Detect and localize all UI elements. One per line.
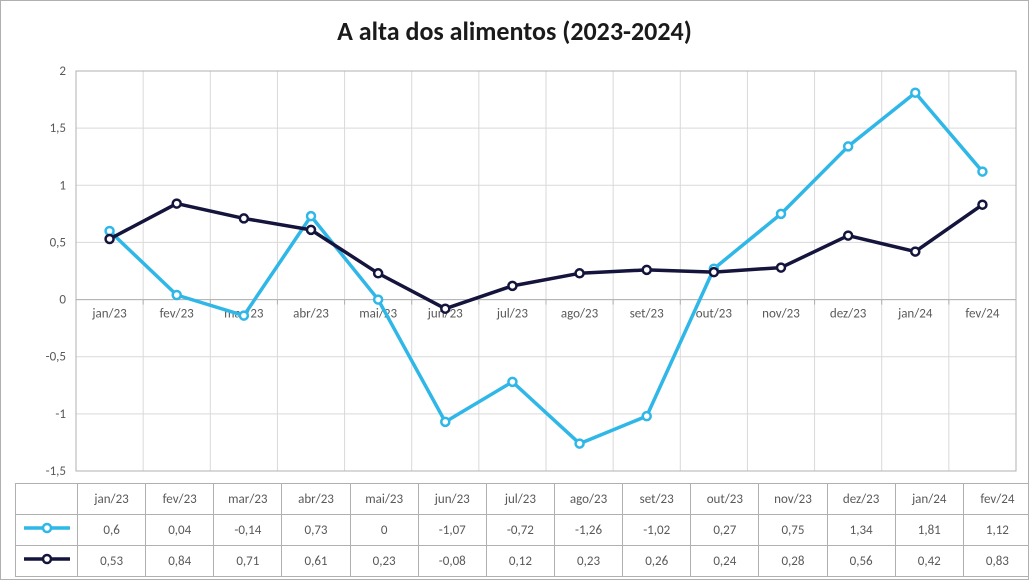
table-row: jan/23fev/23mar/23abr/23mai/23jun/23jul/…: [16, 484, 1029, 515]
table-header-cell: mar/23: [214, 484, 282, 515]
table-cell: 0,83: [963, 546, 1029, 577]
svg-text:0: 0: [59, 293, 66, 308]
table-cell: 0,26: [623, 546, 691, 577]
table-cell: 0,23: [554, 546, 622, 577]
legend-marker-series1: [24, 521, 70, 539]
table-row: 0,60,04-0,140,730-1,07-0,72-1,26-1,020,2…: [16, 515, 1029, 546]
svg-text:jul/23: jul/23: [496, 307, 529, 322]
svg-text:ago/23: ago/23: [561, 307, 599, 322]
svg-text:set/23: set/23: [630, 307, 664, 322]
table-cell: 0,6: [78, 515, 146, 546]
svg-text:fev/23: fev/23: [160, 307, 195, 322]
svg-text:abr/23: abr/23: [293, 307, 329, 322]
table-cell: 0,23: [350, 546, 418, 577]
table-cell: -1,26: [554, 515, 622, 546]
table-header-cell: fev/23: [146, 484, 214, 515]
table-cell: 0,24: [691, 546, 759, 577]
svg-text:-0,5: -0,5: [46, 350, 66, 365]
table-header-cell: jul/23: [486, 484, 554, 515]
table-header-cell: ago/23: [554, 484, 622, 515]
table-cell: 1,34: [827, 515, 895, 546]
table-header-cell: nov/23: [759, 484, 827, 515]
chart-container: A alta dos alimentos (2023-2024) -1,5 -1 -…: [0, 0, 1029, 580]
svg-text:nov/23: nov/23: [762, 307, 800, 322]
table-cell: -1,07: [418, 515, 486, 546]
svg-text:0,5: 0,5: [50, 235, 66, 250]
svg-text:-1: -1: [55, 407, 66, 422]
svg-text:jan/23: jan/23: [91, 307, 127, 322]
table-cell: 0,53: [78, 546, 146, 577]
svg-text:mai/23: mai/23: [359, 307, 397, 322]
legend-marker-series2: [24, 552, 70, 570]
table-header-cell: fev/24: [963, 484, 1029, 515]
table-header-cell: jun/23: [418, 484, 486, 515]
svg-text:jan/24: jan/24: [897, 307, 933, 322]
table-cell: -0,08: [418, 546, 486, 577]
table-cell: 0,27: [691, 515, 759, 546]
chart-title: A alta dos alimentos (2023-2024): [1, 1, 1028, 47]
table-header-cell: mai/23: [350, 484, 418, 515]
table-cell: 0,42: [895, 546, 963, 577]
table-corner: [16, 484, 78, 515]
table-header-cell: out/23: [691, 484, 759, 515]
table-header-cell: jan/23: [78, 484, 146, 515]
svg-text:1,5: 1,5: [50, 121, 66, 136]
table-cell: -1,02: [623, 515, 691, 546]
table-row: 0,530,840,710,610,23-0,080,120,230,260,2…: [16, 546, 1029, 577]
svg-text:out/23: out/23: [696, 307, 733, 322]
svg-text:fev/24: fev/24: [965, 307, 1000, 322]
table-cell: 0,75: [759, 515, 827, 546]
table-cell: -0,14: [214, 515, 282, 546]
data-table: jan/23fev/23mar/23abr/23mai/23jun/23jul/…: [15, 483, 1029, 577]
table-cell: 0,71: [214, 546, 282, 577]
svg-text:dez/23: dez/23: [830, 307, 867, 322]
table-cell: 0,84: [146, 546, 214, 577]
table-header-cell: abr/23: [282, 484, 350, 515]
table-cell: 0,28: [759, 546, 827, 577]
plot-area: -1,5-1-0,500,511,52jan/23fev/23mar/23abr…: [76, 71, 1016, 471]
svg-text:1: 1: [59, 178, 66, 193]
table-cell: 1,81: [895, 515, 963, 546]
table-header-cell: jan/24: [895, 484, 963, 515]
table-header-cell: set/23: [623, 484, 691, 515]
table-cell: 0,56: [827, 546, 895, 577]
table-cell: 0,12: [486, 546, 554, 577]
svg-text:-1,5: -1,5: [46, 464, 66, 479]
table-cell: 1,12: [963, 515, 1029, 546]
table-cell: 0,61: [282, 546, 350, 577]
table-cell: -0,72: [486, 515, 554, 546]
table-header-cell: dez/23: [827, 484, 895, 515]
svg-text:2: 2: [59, 64, 66, 79]
table-cell: 0,04: [146, 515, 214, 546]
table-cell: 0: [350, 515, 418, 546]
table-cell: 0,73: [282, 515, 350, 546]
